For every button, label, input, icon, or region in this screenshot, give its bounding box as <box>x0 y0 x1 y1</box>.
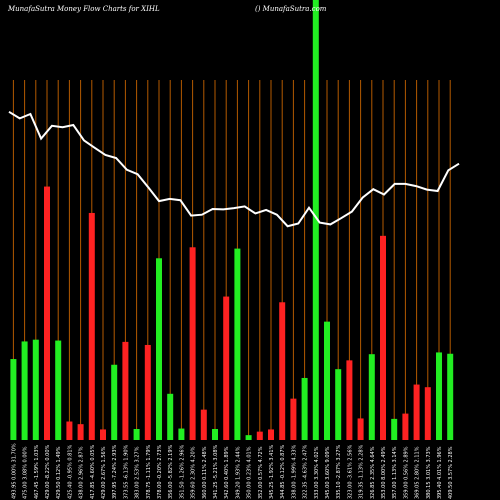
x-tick-label: 335.10 -2.87% 3.27% <box>336 445 342 499</box>
x-tick-label: 493.95 0.00% 31.70% <box>11 443 17 499</box>
site-credit: () MunafaSutra.com <box>255 5 327 13</box>
x-tick-label: 369.05 2.80% 2.11% <box>415 446 421 499</box>
bar-down <box>413 384 420 440</box>
x-tick-label: 326.85 2.35% 4.64% <box>370 446 376 499</box>
chart-bars <box>10 0 454 440</box>
bar-up <box>245 435 252 440</box>
bar-up <box>312 0 319 440</box>
bar-up <box>133 429 140 440</box>
x-tick-label: 333.00 3.30% 4.02% <box>314 446 320 499</box>
bar-down <box>279 302 286 440</box>
bar-up <box>167 393 174 440</box>
bar-up <box>301 377 308 440</box>
x-tick-label: 322.35 -4.63% 2.47% <box>303 445 309 499</box>
bar-up <box>212 429 218 440</box>
x-tick-label: 352.00 0.57% 4.72% <box>258 446 264 499</box>
x-tick-label: 359.00 0.56% 2.89% <box>403 446 409 499</box>
bar-up <box>436 352 442 440</box>
x-tick-label: 350.00 0.23% 4.01% <box>247 446 253 499</box>
bar-down <box>66 421 73 440</box>
x-tick-label: 378.00 -0.20% 2.73% <box>157 445 163 499</box>
x-tick-label: 397.95 -7.24% 2.93% <box>112 445 118 499</box>
x-tick-label: 475.00 3.08% 0.00% <box>23 446 29 499</box>
bar-down <box>402 413 409 440</box>
bar-up <box>32 339 39 440</box>
bar-up <box>335 369 342 440</box>
x-tick-label: 409.50 3.57% 2.28% <box>448 446 454 499</box>
bar-up <box>368 354 375 440</box>
x-tick-label: 338.00 -1.99% 4.33% <box>291 445 297 499</box>
bar-down <box>189 247 196 440</box>
bar-up <box>234 248 241 440</box>
bar-up <box>156 258 162 440</box>
bar-down <box>88 212 95 440</box>
x-tick-label: 341.25 -5.21% 3.08% <box>213 445 219 499</box>
x-tick-label: 383.00 2.53% 3.27% <box>135 446 141 499</box>
bar-up <box>21 341 28 440</box>
bar-down <box>77 424 84 440</box>
bar-up <box>55 340 62 440</box>
x-tick-label: 359.60 2.30% 4.20% <box>191 446 197 499</box>
bar-down <box>100 429 106 440</box>
chart-title: MunafaSutra Money Flow Charts for XIHL <box>8 5 160 13</box>
bar-up <box>391 418 398 440</box>
x-tick-label: 353.00 8.00% 2.49% <box>381 446 387 499</box>
x-tick-label: 380.15 3.01% 3.73% <box>426 446 432 499</box>
x-tick-label: 342.60 0.40% 1.89% <box>224 446 230 499</box>
x-tick-label: 319.35 -1.13% 2.28% <box>359 445 365 499</box>
x-tick-label: 357.00 1.13% 3.14% <box>392 446 398 499</box>
x-tick-label: 373.55 -6.13% 1.90% <box>123 445 129 499</box>
bar-down <box>144 344 151 440</box>
x-tick-label: 467.45 -1.59% 1.03% <box>34 445 40 499</box>
bar-down <box>346 360 353 440</box>
x-tick-label: 429.00 2.67% 1.56% <box>101 446 107 499</box>
x-tick-label: 323.00 -3.61% 2.56% <box>347 445 353 499</box>
bar-down <box>122 341 129 440</box>
money-flow-line <box>8 110 460 228</box>
x-tick-label: 351.50 -1.26% 2.96% <box>179 445 185 499</box>
bar-down <box>44 186 50 440</box>
x-tick-label: 378.75 -1.11% 1.79% <box>146 445 152 499</box>
bar-up <box>10 359 17 440</box>
x-tick-label: 395.40 4.01% 1.96% <box>437 446 443 499</box>
x-tick-label: 356.00 -5.82% 2.19% <box>168 445 174 499</box>
bar-down <box>424 387 431 440</box>
x-axis-tick-labels: 493.95 0.00% 31.70% 475.00 3.08% 0.00% 467… <box>11 443 454 499</box>
bar-down <box>268 429 274 440</box>
bar-down <box>200 409 207 440</box>
bar-up <box>447 353 454 440</box>
x-tick-label: 429.50 0.12% 1.49% <box>56 446 62 499</box>
x-tick-label: 349.20 1.93% 2.44% <box>235 446 241 499</box>
x-tick-label: 360.00 0.11% 2.48% <box>202 446 208 499</box>
x-tick-label: 345.25 -1.92% 3.41% <box>269 445 275 499</box>
bar-down <box>290 398 297 440</box>
bar-up <box>111 364 118 440</box>
bar-up <box>324 321 330 440</box>
x-tick-label: 417.85 -4.60% 0.05% <box>90 445 96 499</box>
bar-up <box>178 428 185 440</box>
x-tick-label: 425.40 -0.95% 0.81% <box>67 445 73 499</box>
x-tick-label: 345.00 3.60% 9.09% <box>325 446 331 499</box>
bar-down <box>357 418 364 440</box>
bar-down <box>256 431 263 440</box>
x-tick-label: 438.00 2.96% 2.87% <box>79 446 85 499</box>
bar-down <box>223 296 230 440</box>
bar-down <box>380 235 386 440</box>
x-tick-label: 344.85 -0.12% 0.87% <box>280 445 286 499</box>
x-tick-label: 429.00 -8.22% 0.00% <box>45 445 51 499</box>
